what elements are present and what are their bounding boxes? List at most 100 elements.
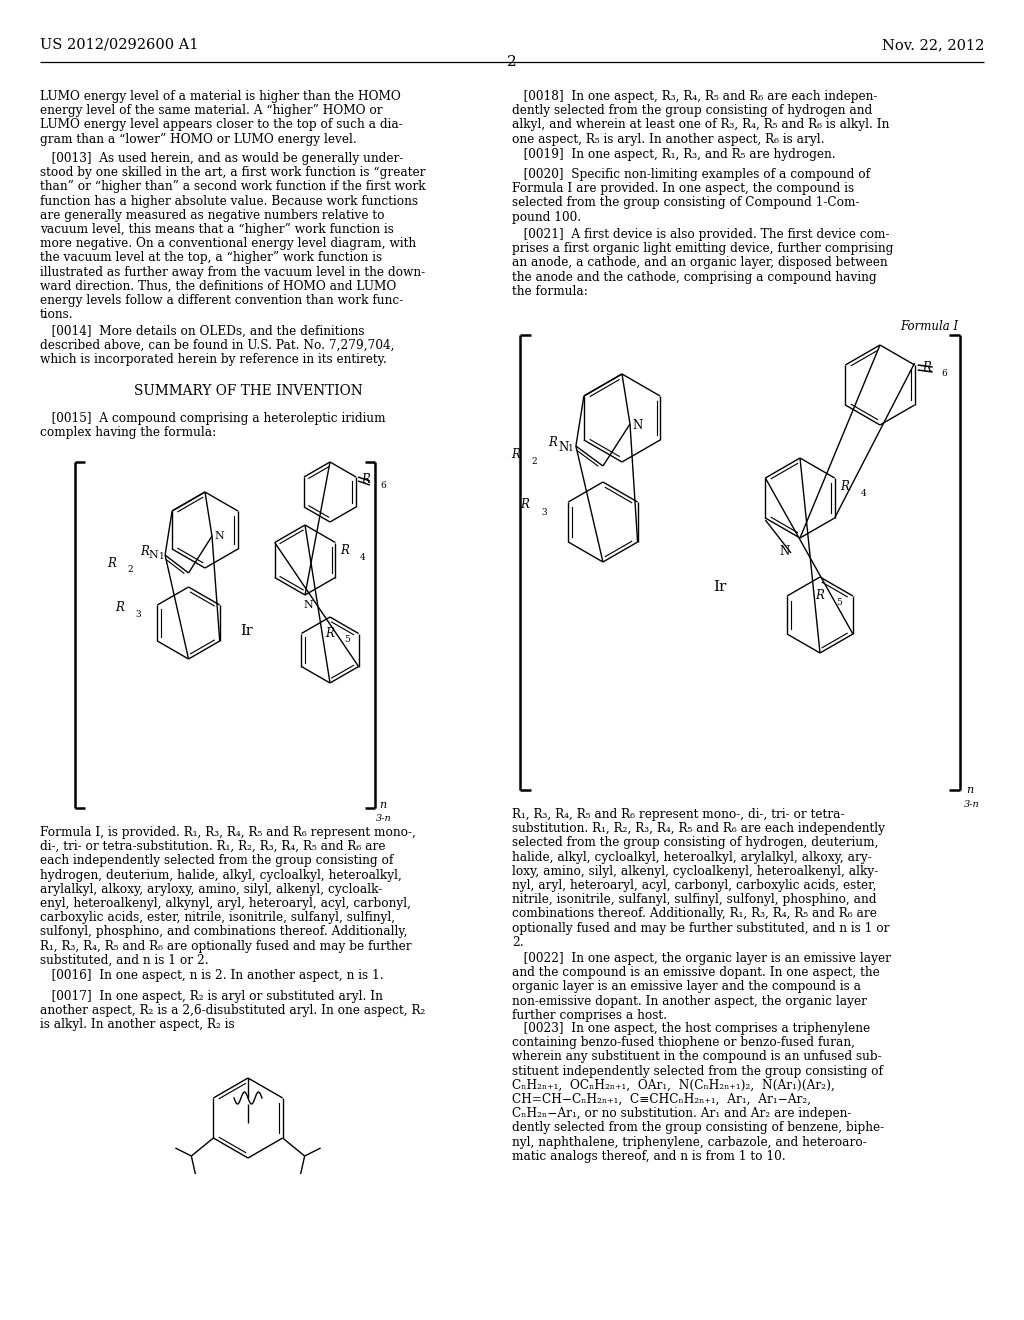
Text: R: R: [361, 473, 370, 486]
Text: further comprises a host.: further comprises a host.: [512, 1008, 667, 1022]
Text: N: N: [303, 601, 312, 610]
Text: and the compound is an emissive dopant. In one aspect, the: and the compound is an emissive dopant. …: [512, 966, 880, 979]
Text: 5: 5: [836, 598, 842, 607]
Text: organic layer is an emissive layer and the compound is a: organic layer is an emissive layer and t…: [512, 981, 861, 994]
Text: [0020]  Specific non-limiting examples of a compound of: [0020] Specific non-limiting examples of…: [512, 168, 870, 181]
Text: energy level of the same material. A “higher” HOMO or: energy level of the same material. A “hi…: [40, 104, 383, 117]
Text: hydrogen, deuterium, halide, alkyl, cycloalkyl, heteroalkyl,: hydrogen, deuterium, halide, alkyl, cycl…: [40, 869, 401, 882]
Text: gram than a “lower” HOMO or LUMO energy level.: gram than a “lower” HOMO or LUMO energy …: [40, 132, 356, 145]
Text: pound 100.: pound 100.: [512, 211, 582, 223]
Text: stood by one skilled in the art, a first work function is “greater: stood by one skilled in the art, a first…: [40, 166, 426, 180]
Text: [0017]  In one aspect, R₂ is aryl or substituted aryl. In: [0017] In one aspect, R₂ is aryl or subs…: [40, 990, 383, 1003]
Text: than” or “higher than” a second work function if the first work: than” or “higher than” a second work fun…: [40, 181, 426, 194]
Text: R: R: [511, 447, 520, 461]
Text: another aspect, R₂ is a 2,6-disubstituted aryl. In one aspect, R₂: another aspect, R₂ is a 2,6-disubstitute…: [40, 1005, 425, 1018]
Text: Formula I, is provided. R₁, R₃, R₄, R₅ and R₆ represent mono-,: Formula I, is provided. R₁, R₃, R₄, R₅ a…: [40, 826, 416, 840]
Text: more negative. On a conventional energy level diagram, with: more negative. On a conventional energy …: [40, 238, 416, 251]
Text: 6: 6: [380, 480, 386, 490]
Text: sulfonyl, phosphino, and combinations thereof. Additionally,: sulfonyl, phosphino, and combinations th…: [40, 925, 408, 939]
Text: [0013]  As used herein, and as would be generally under-: [0013] As used herein, and as would be g…: [40, 152, 403, 165]
Text: [0023]  In one aspect, the host comprises a triphenylene: [0023] In one aspect, the host comprises…: [512, 1022, 870, 1035]
Text: dently selected from the group consisting of hydrogen and: dently selected from the group consistin…: [512, 104, 872, 117]
Text: substitution. R₁, R₂, R₃, R₄, R₅ and R₆ are each independently: substitution. R₁, R₂, R₃, R₄, R₅ and R₆ …: [512, 822, 885, 836]
Text: arylalkyl, alkoxy, aryloxy, amino, silyl, alkenyl, cycloalk-: arylalkyl, alkoxy, aryloxy, amino, silyl…: [40, 883, 382, 896]
Text: [0022]  In one aspect, the organic layer is an emissive layer: [0022] In one aspect, the organic layer …: [512, 952, 891, 965]
Text: are generally measured as negative numbers relative to: are generally measured as negative numbe…: [40, 209, 384, 222]
Text: containing benzo-fused thiophene or benzo-fused furan,: containing benzo-fused thiophene or benz…: [512, 1036, 855, 1049]
Text: 4: 4: [860, 488, 866, 498]
Text: 5: 5: [344, 635, 350, 644]
Text: selected from the group consisting of hydrogen, deuterium,: selected from the group consisting of hy…: [512, 837, 879, 849]
Text: R: R: [140, 545, 148, 558]
Text: n: n: [379, 800, 386, 810]
Text: 4: 4: [359, 553, 366, 561]
Text: US 2012/0292600 A1: US 2012/0292600 A1: [40, 38, 199, 51]
Text: energy levels follow a different convention than work func-: energy levels follow a different convent…: [40, 294, 403, 308]
Text: R₁, R₃, R₄, R₅ and R₆ are optionally fused and may be further: R₁, R₃, R₄, R₅ and R₆ are optionally fus…: [40, 940, 412, 953]
Text: dently selected from the group consisting of benzene, biphe-: dently selected from the group consistin…: [512, 1122, 884, 1134]
Text: 3: 3: [542, 508, 547, 517]
Text: selected from the group consisting of Compound 1-Com-: selected from the group consisting of Co…: [512, 197, 859, 210]
Text: R₁, R₃, R₄, R₅ and R₆ represent mono-, di-, tri- or tetra-: R₁, R₃, R₄, R₅ and R₆ represent mono-, d…: [512, 808, 845, 821]
Text: wherein any substituent in the compound is an unfused sub-: wherein any substituent in the compound …: [512, 1051, 882, 1064]
Text: [0019]  In one aspect, R₁, R₃, and R₅ are hydrogen.: [0019] In one aspect, R₁, R₃, and R₅ are…: [512, 148, 836, 161]
Text: tions.: tions.: [40, 308, 74, 321]
Text: loxy, amino, silyl, alkenyl, cycloalkenyl, heteroalkenyl, alky-: loxy, amino, silyl, alkenyl, cycloalkeny…: [512, 865, 879, 878]
Text: R: R: [520, 498, 529, 511]
Text: 3-n: 3-n: [964, 800, 980, 809]
Text: 1: 1: [568, 444, 573, 453]
Text: nyl, aryl, heteroaryl, acyl, carbonyl, carboxylic acids, ester,: nyl, aryl, heteroaryl, acyl, carbonyl, c…: [512, 879, 877, 892]
Text: the formula:: the formula:: [512, 285, 588, 298]
Text: each independently selected from the group consisting of: each independently selected from the gro…: [40, 854, 393, 867]
Text: enyl, heteroalkenyl, alkynyl, aryl, heteroaryl, acyl, carbonyl,: enyl, heteroalkenyl, alkynyl, aryl, hete…: [40, 898, 411, 909]
Text: nyl, naphthalene, triphenylene, carbazole, and heteroaro-: nyl, naphthalene, triphenylene, carbazol…: [512, 1135, 866, 1148]
Text: complex having the formula:: complex having the formula:: [40, 426, 216, 440]
Text: the anode and the cathode, comprising a compound having: the anode and the cathode, comprising a …: [512, 271, 877, 284]
Text: [0018]  In one aspect, R₃, R₄, R₅ and R₆ are each indepen-: [0018] In one aspect, R₃, R₄, R₅ and R₆ …: [512, 90, 878, 103]
Text: N: N: [214, 531, 224, 541]
Text: R: R: [815, 589, 824, 602]
Text: LUMO energy level of a material is higher than the HOMO: LUMO energy level of a material is highe…: [40, 90, 400, 103]
Text: combinations thereof. Additionally, R₁, R₃, R₄, R₅ and R₆ are: combinations thereof. Additionally, R₁, …: [512, 907, 877, 920]
Text: an anode, a cathode, and an organic layer, disposed between: an anode, a cathode, and an organic laye…: [512, 256, 888, 269]
Text: is alkyl. In another aspect, R₂ is: is alkyl. In another aspect, R₂ is: [40, 1019, 234, 1031]
Text: non-emissive dopant. In another aspect, the organic layer: non-emissive dopant. In another aspect, …: [512, 994, 867, 1007]
Text: illustrated as further away from the vacuum level in the down-: illustrated as further away from the vac…: [40, 265, 425, 279]
Text: which is incorporated herein by reference in its entirety.: which is incorporated herein by referenc…: [40, 354, 387, 367]
Text: vacuum level, this means that a “higher” work function is: vacuum level, this means that a “higher”…: [40, 223, 394, 236]
Text: 3: 3: [135, 610, 141, 619]
Text: N: N: [632, 418, 642, 432]
Text: Nov. 22, 2012: Nov. 22, 2012: [882, 38, 984, 51]
Text: function has a higher absolute value. Because work functions: function has a higher absolute value. Be…: [40, 194, 418, 207]
Text: [0014]  More details on OLEDs, and the definitions: [0014] More details on OLEDs, and the de…: [40, 325, 365, 338]
Text: halide, alkyl, cycloalkyl, heteroalkyl, arylalkyl, alkoxy, ary-: halide, alkyl, cycloalkyl, heteroalkyl, …: [512, 850, 871, 863]
Text: ward direction. Thus, the definitions of HOMO and LUMO: ward direction. Thus, the definitions of…: [40, 280, 396, 293]
Text: 1: 1: [159, 552, 165, 561]
Text: described above, can be found in U.S. Pat. No. 7,279,704,: described above, can be found in U.S. Pa…: [40, 339, 394, 352]
Text: 3-n: 3-n: [376, 814, 392, 822]
Text: R: R: [108, 557, 116, 570]
Text: R: R: [325, 627, 334, 640]
Text: matic analogs thereof, and n is from 1 to 10.: matic analogs thereof, and n is from 1 t…: [512, 1150, 785, 1163]
Text: prises a first organic light emitting device, further comprising: prises a first organic light emitting de…: [512, 242, 893, 255]
Text: N: N: [779, 545, 790, 558]
Text: carboxylic acids, ester, nitrile, isonitrile, sulfanyl, sulfinyl,: carboxylic acids, ester, nitrile, isonit…: [40, 911, 395, 924]
Text: 2: 2: [127, 565, 133, 574]
Text: R: R: [841, 480, 850, 492]
Text: optionally fused and may be further substituted, and n is 1 or: optionally fused and may be further subs…: [512, 921, 890, 935]
Text: alkyl, and wherein at least one of R₃, R₄, R₅ and R₆ is alkyl. In: alkyl, and wherein at least one of R₃, R…: [512, 119, 890, 132]
Text: one aspect, R₅ is aryl. In another aspect, R₆ is aryl.: one aspect, R₅ is aryl. In another aspec…: [512, 132, 824, 145]
Text: 2.: 2.: [512, 936, 523, 949]
Text: Formula I are provided. In one aspect, the compound is: Formula I are provided. In one aspect, t…: [512, 182, 854, 195]
Text: CₙH₂ₙ−Ar₁, or no substitution. Ar₁ and Ar₂ are indepen-: CₙH₂ₙ−Ar₁, or no substitution. Ar₁ and A…: [512, 1107, 851, 1121]
Text: substituted, and n is 1 or 2.: substituted, and n is 1 or 2.: [40, 954, 209, 966]
Text: stituent independently selected from the group consisting of: stituent independently selected from the…: [512, 1065, 883, 1077]
Text: [0016]  In one aspect, n is 2. In another aspect, n is 1.: [0016] In one aspect, n is 2. In another…: [40, 969, 384, 982]
Text: R: R: [116, 601, 124, 614]
Text: di-, tri- or tetra-substitution. R₁, R₂, R₃, R₄, R₅ and R₆ are: di-, tri- or tetra-substitution. R₁, R₂,…: [40, 841, 385, 853]
Text: N: N: [559, 441, 569, 454]
Text: Formula I: Formula I: [900, 319, 958, 333]
Text: [0021]  A first device is also provided. The first device com-: [0021] A first device is also provided. …: [512, 228, 890, 242]
Text: N: N: [148, 550, 158, 560]
Text: 2: 2: [507, 55, 517, 69]
